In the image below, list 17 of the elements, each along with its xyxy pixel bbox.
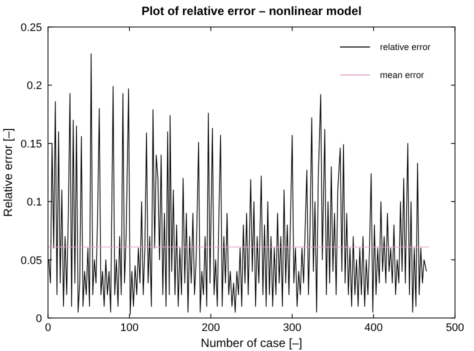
y-axis-title: Relative error [–] xyxy=(1,128,15,217)
legend-label: relative error xyxy=(380,42,431,52)
y-tick-label: 0.05 xyxy=(20,254,42,267)
x-tick-label: 500 xyxy=(446,322,464,334)
x-tick-label: 200 xyxy=(202,322,220,334)
x-axis-title: Number of case [–] xyxy=(200,336,302,350)
y-tick-label: 0 xyxy=(36,313,42,325)
legend-label: mean error xyxy=(380,70,424,80)
y-tick-label: 0.2 xyxy=(26,80,42,92)
x-tick-label: 300 xyxy=(283,322,302,334)
y-tick-label: 0.1 xyxy=(26,196,42,209)
chart-title: Plot of relative error – nonlinear model xyxy=(141,4,362,18)
x-tick-label: 400 xyxy=(364,322,383,334)
y-tick-label: 0.15 xyxy=(20,138,42,150)
x-tick-label: 0 xyxy=(44,322,52,334)
y-tick-label: 0.25 xyxy=(20,22,42,34)
x-tick-label: 100 xyxy=(120,322,139,334)
